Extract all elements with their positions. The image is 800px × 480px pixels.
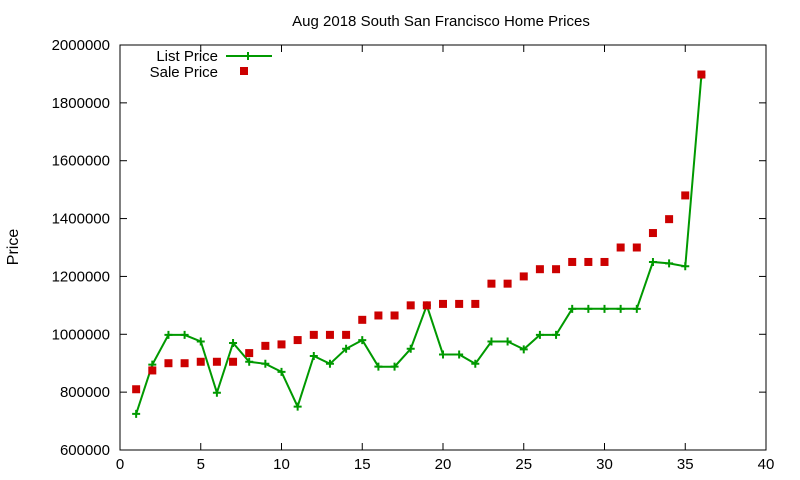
list-price-point <box>665 259 674 268</box>
sale-price-point <box>503 279 512 288</box>
sale-price-point <box>293 336 302 345</box>
list-price-point <box>616 304 625 313</box>
list-price-point <box>212 388 221 397</box>
list-price-point <box>180 330 189 339</box>
list-price-point <box>229 338 238 347</box>
list-price-point <box>374 362 383 371</box>
legend-marker-sale-price <box>240 67 248 75</box>
list-price-point <box>390 362 399 371</box>
y-axis-label: Price <box>5 229 22 266</box>
list-price-point <box>358 336 367 345</box>
sale-price-point <box>277 340 286 349</box>
sale-price-point <box>422 301 431 310</box>
sale-price-point <box>180 359 189 368</box>
list-price-point <box>568 304 577 313</box>
sale-price-point <box>471 299 480 308</box>
sale-price-point <box>455 299 464 308</box>
legend-label-list-price: List Price <box>156 48 218 65</box>
series-layer <box>132 70 706 418</box>
y-tick-label: 600000 <box>60 442 110 459</box>
list-price-point <box>245 357 254 366</box>
sale-price-point <box>584 257 593 266</box>
list-price-point <box>277 367 286 376</box>
list-price-point <box>406 344 415 353</box>
x-tick-label: 40 <box>758 456 775 473</box>
y-tick-label: 2000000 <box>52 37 110 54</box>
sale-price-point <box>439 299 447 308</box>
sale-price-point <box>342 330 351 339</box>
y-tick-label: 800000 <box>60 384 110 401</box>
x-tick-label: 15 <box>354 456 371 473</box>
sale-price-point <box>261 341 270 350</box>
y-tick-label: 1800000 <box>52 95 110 112</box>
list-price-point <box>519 345 528 354</box>
sale-price-point <box>358 315 367 324</box>
chart-title: Aug 2018 South San Francisco Home Prices <box>292 13 590 30</box>
list-price-line <box>135 75 703 415</box>
sale-price-point <box>487 279 496 288</box>
list-price-point <box>487 337 496 346</box>
sale-price-point <box>697 70 706 79</box>
list-price-point <box>293 402 302 411</box>
list-price-point <box>600 304 609 313</box>
x-tick-label: 30 <box>596 456 613 473</box>
sale-price-point <box>568 257 577 266</box>
list-price-point <box>132 409 141 418</box>
sale-price-point <box>616 243 625 252</box>
sale-price-point <box>132 385 141 394</box>
sale-price-point <box>632 243 641 252</box>
sale-price-point <box>535 265 544 274</box>
list-price-point <box>164 330 173 339</box>
legend-marker-list-price <box>244 52 252 60</box>
sale-price-point <box>406 301 415 310</box>
list-price-point <box>552 330 561 339</box>
x-tick-label: 20 <box>435 456 452 473</box>
sale-price-point <box>390 311 399 320</box>
sale-price-point <box>374 311 383 320</box>
sale-price-point <box>600 257 609 266</box>
sale-price-point <box>245 349 254 358</box>
list-price-point <box>439 350 447 359</box>
sale-price-point <box>164 359 173 368</box>
sale-price-point <box>148 366 157 375</box>
list-price-point <box>342 344 351 353</box>
x-tick-label: 5 <box>197 456 205 473</box>
x-tick-label: 10 <box>273 456 290 473</box>
sale-price-point <box>665 215 674 224</box>
x-tick-label: 35 <box>677 456 694 473</box>
list-price-point <box>325 359 334 368</box>
legend: List Price Sale Price <box>150 48 272 81</box>
y-tick-label: 1400000 <box>52 211 110 228</box>
sale-price-point <box>212 357 221 366</box>
sale-price-point <box>309 330 318 339</box>
list-price-point <box>681 262 690 271</box>
y-tick-label: 1200000 <box>52 268 110 285</box>
sale-price-point <box>325 330 334 339</box>
list-price-point <box>471 359 480 368</box>
sale-price-point <box>196 357 205 366</box>
y-tick-label: 1600000 <box>52 153 110 170</box>
legend-label-sale-price: Sale Price <box>150 64 218 81</box>
axis-ticks: 0 5 10 15 20 25 30 35 40 600000 800000 1000000 12000… <box>52 37 775 473</box>
sale-price-point <box>552 265 561 274</box>
x-tick-label: 0 <box>116 456 124 473</box>
list-price-point <box>196 337 205 346</box>
sale-price-point <box>229 357 238 366</box>
list-price-point <box>455 350 464 359</box>
sale-price-point <box>681 191 690 200</box>
list-price-point <box>648 257 657 266</box>
list-price-point <box>632 304 641 313</box>
list-price-point <box>535 330 544 339</box>
list-price-point <box>584 304 593 313</box>
sale-price-point <box>519 272 528 281</box>
sale-price-point <box>648 229 657 238</box>
list-price-point <box>261 359 270 368</box>
x-tick-label: 25 <box>515 456 532 473</box>
list-price-point <box>309 351 318 360</box>
list-price-point <box>503 337 512 346</box>
y-tick-label: 1000000 <box>52 326 110 343</box>
